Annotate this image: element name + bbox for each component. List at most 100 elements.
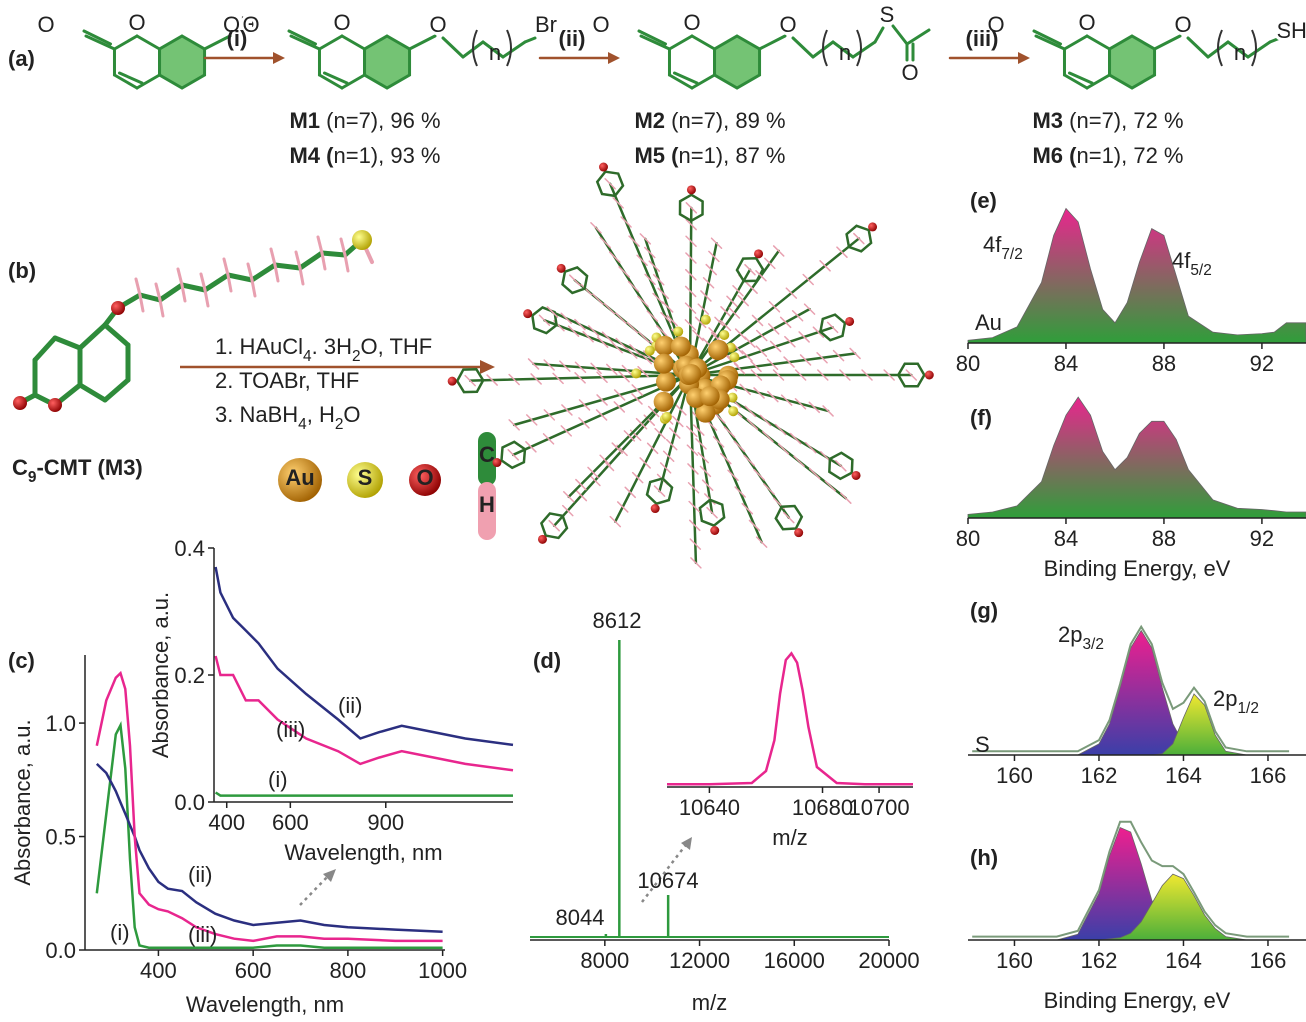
cluster-gold xyxy=(681,364,701,384)
ligand-bond xyxy=(322,253,345,255)
reagent-part: 2 xyxy=(335,416,344,433)
step-label: (iii) xyxy=(966,26,999,51)
x-axis-label: Wavelength, nm xyxy=(284,840,442,865)
x-tick-label: 84 xyxy=(1054,526,1078,551)
peak-label-part: 4f xyxy=(983,232,1002,257)
reagent: 2. TOABr, THF xyxy=(215,368,359,393)
x-tick-label: 400 xyxy=(208,810,245,835)
aromatic-ring xyxy=(160,36,205,88)
atom-label: O xyxy=(901,60,918,85)
x-tick-label: 12000 xyxy=(669,948,730,973)
product-detail: n=1), 87 % xyxy=(678,143,785,168)
x-tick-label: 160 xyxy=(996,763,1033,788)
x-tick-label: 10700 xyxy=(848,795,909,820)
cluster-oxygen xyxy=(448,377,457,386)
element-label: S xyxy=(975,732,990,757)
step-label: (i) xyxy=(227,26,248,51)
atom-label: O xyxy=(128,10,145,35)
x-tick-label: 166 xyxy=(1250,763,1287,788)
y-tick-label: 0.4 xyxy=(174,536,205,561)
x-tick-label: 10680 xyxy=(792,795,853,820)
product-label: M3 (n=7), 72 % xyxy=(1032,108,1183,133)
cluster-oxygen xyxy=(492,458,501,467)
product-detail: (n=7), 96 % xyxy=(320,108,440,133)
cluster-oxygen xyxy=(845,317,854,326)
reagent-part: O xyxy=(343,402,360,427)
oxygen-atom xyxy=(13,396,27,410)
y-tick-label: 0.0 xyxy=(45,938,76,963)
product-name: M1 xyxy=(289,108,320,133)
peak-label-part: 4f xyxy=(1172,248,1191,273)
product-label: M1 (n=7), 96 % xyxy=(289,108,440,133)
x-tick-label: 88 xyxy=(1152,351,1176,376)
x-tick-label: 800 xyxy=(330,958,367,983)
atom-label: O xyxy=(1078,10,1095,35)
y-tick-label: 0.2 xyxy=(174,663,205,688)
atom-label: H xyxy=(1291,18,1306,43)
cluster-gold xyxy=(709,340,729,360)
atom-label: S xyxy=(880,2,895,27)
cluster-oxygen xyxy=(754,249,763,258)
x-tick-label: 160 xyxy=(996,948,1033,973)
peak-label-part: 2p xyxy=(1213,686,1237,711)
x-tick-label: 88 xyxy=(1152,526,1176,551)
x-tick-label: 20000 xyxy=(858,948,919,973)
x-tick-label: 600 xyxy=(272,810,309,835)
atom-label: O xyxy=(1174,12,1191,37)
product-label: M4 (n=1), 93 % xyxy=(289,143,440,168)
cluster-sulfur xyxy=(701,315,711,325)
peak-label: 10674 xyxy=(637,868,698,893)
reagent-part: 1. HAuCl xyxy=(215,334,303,359)
x-tick-label: 162 xyxy=(1081,763,1118,788)
x-axis-label: Binding Energy, eV xyxy=(1044,556,1231,581)
legend-atom-label: Au xyxy=(285,465,314,490)
repeat-index: n xyxy=(839,40,851,65)
y-tick-label: 0.0 xyxy=(174,790,205,815)
element-label: Au xyxy=(975,310,1002,335)
x-tick-label: 92 xyxy=(1250,351,1274,376)
series-label: (ii) xyxy=(188,862,212,887)
peak-label-part: 3/2 xyxy=(1082,636,1103,653)
peak-label-part: 5/2 xyxy=(1190,262,1211,279)
legend-atom-label: S xyxy=(358,465,373,490)
x-tick-label: 10640 xyxy=(679,795,740,820)
reagent-part: , H xyxy=(307,402,335,427)
x-tick-label: 80 xyxy=(956,351,980,376)
x-tick-label: 84 xyxy=(1054,351,1078,376)
series-label: (ii) xyxy=(338,693,362,718)
panel-label: (g) xyxy=(970,598,998,623)
atom-label: O xyxy=(592,12,609,37)
cluster-oxygen xyxy=(599,163,608,172)
x-axis-label: Wavelength, nm xyxy=(186,992,344,1017)
legend-atom-label: O xyxy=(416,465,433,490)
series-label: (i) xyxy=(110,920,130,945)
cluster-gold xyxy=(654,392,674,412)
x-tick-label: 164 xyxy=(1165,763,1202,788)
x-tick-label: 92 xyxy=(1250,526,1274,551)
x-tick-label: 166 xyxy=(1250,948,1287,973)
product-detail: (n=7), 89 % xyxy=(665,108,785,133)
y-tick-label: 1.0 xyxy=(45,711,76,736)
cluster-gold xyxy=(700,386,720,406)
product-label: M2 (n=7), 89 % xyxy=(634,108,785,133)
product-label: M5 (n=1), 87 % xyxy=(634,143,785,168)
peak-label-part: 1/2 xyxy=(1237,700,1258,717)
product-name: M6 ( xyxy=(1032,143,1077,168)
cluster-sulfur xyxy=(728,406,738,416)
cluster-gold xyxy=(656,372,676,392)
step-label: (ii) xyxy=(559,26,586,51)
ligand-name-part: C xyxy=(12,455,28,480)
x-tick-label: 900 xyxy=(367,810,404,835)
cluster-oxygen xyxy=(651,504,660,513)
product-name: M5 ( xyxy=(634,143,679,168)
cluster-sulfur xyxy=(719,330,729,340)
product-name: M4 ( xyxy=(289,143,334,168)
atom-label: Br xyxy=(535,12,557,37)
panel-label: (b) xyxy=(8,258,36,283)
x-axis-label: m/z xyxy=(692,990,727,1015)
peak-label: 8044 xyxy=(556,905,605,930)
y-axis-label: Absorbance, a.u. xyxy=(148,592,173,758)
reagent-part: 3. NaBH xyxy=(215,402,298,427)
cluster-oxygen xyxy=(925,371,934,380)
cluster-oxygen xyxy=(710,526,719,535)
